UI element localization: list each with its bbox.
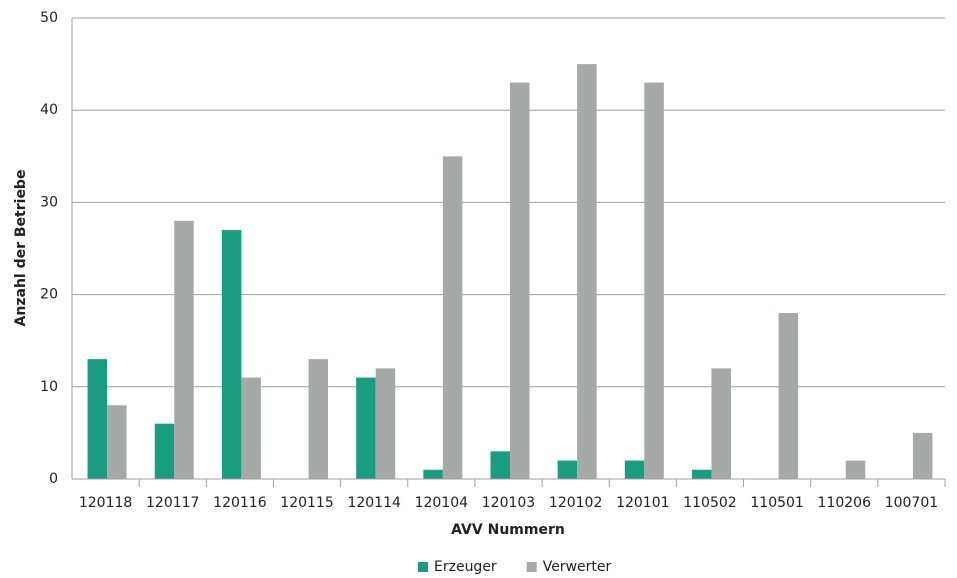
legend-label: Erzeuger bbox=[434, 559, 497, 575]
x-tick-label: 110502 bbox=[683, 495, 736, 511]
y-tick-label: 40 bbox=[40, 102, 58, 118]
bar bbox=[174, 220, 194, 479]
x-tick-label: 120102 bbox=[549, 495, 602, 511]
x-tick-label: 120116 bbox=[213, 495, 267, 511]
y-tick-label: 10 bbox=[40, 379, 58, 395]
bar bbox=[221, 230, 242, 479]
bar bbox=[778, 313, 799, 479]
x-tick-label: 110206 bbox=[818, 495, 872, 511]
y-axis-label: Anzahl der Betriebe bbox=[13, 170, 29, 327]
legend-swatch bbox=[526, 562, 537, 572]
bar bbox=[912, 432, 933, 479]
bar bbox=[241, 377, 261, 479]
bar bbox=[87, 359, 108, 479]
bar bbox=[308, 359, 329, 479]
x-tick-label: 100701 bbox=[885, 495, 938, 511]
bar bbox=[711, 368, 731, 479]
bar bbox=[107, 405, 127, 479]
bar bbox=[490, 451, 510, 479]
bar bbox=[154, 423, 175, 479]
bar bbox=[624, 460, 645, 479]
bar bbox=[356, 377, 376, 479]
y-tick-label: 20 bbox=[40, 287, 58, 303]
bar bbox=[375, 368, 396, 479]
x-tick-label: 120117 bbox=[146, 495, 199, 511]
bar bbox=[557, 460, 578, 479]
x-tick-label: 120118 bbox=[79, 495, 132, 511]
x-tick-label: 120103 bbox=[482, 495, 535, 511]
x-axis-label: AVV Nummern bbox=[451, 522, 565, 538]
y-tick-label: 30 bbox=[40, 194, 58, 210]
x-tick-label: 120101 bbox=[616, 495, 669, 511]
legend-swatch bbox=[418, 562, 428, 572]
y-tick-label: 0 bbox=[49, 471, 58, 487]
x-tick-label: 120104 bbox=[415, 495, 469, 511]
bar bbox=[423, 469, 443, 479]
bar bbox=[691, 469, 712, 479]
bar bbox=[644, 82, 664, 479]
bar bbox=[845, 460, 866, 479]
x-tick-label: 120114 bbox=[347, 495, 401, 511]
bar bbox=[510, 82, 530, 479]
y-tick-label: 50 bbox=[40, 10, 58, 26]
bar bbox=[442, 156, 463, 480]
x-tick-label: 120115 bbox=[280, 495, 333, 511]
x-tick-label: 110501 bbox=[750, 495, 803, 511]
legend-label: Verwerter bbox=[543, 559, 612, 575]
bar bbox=[577, 64, 597, 479]
